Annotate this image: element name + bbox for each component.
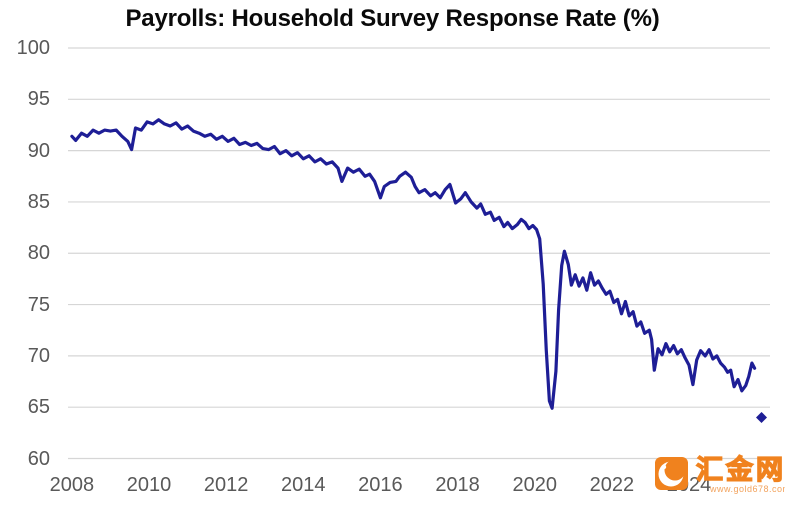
x-axis-tick-label: 2022 — [589, 474, 635, 496]
x-axis-tick-label: 2018 — [435, 474, 480, 496]
y-axis-tick-label: 85 — [27, 190, 50, 213]
watermark: 汇金网 www.gold678.com — [655, 455, 785, 494]
x-axis-tick-label: 2012 — [203, 474, 249, 496]
gridlines — [68, 47, 770, 460]
y-axis-tick-label: 75 — [27, 293, 50, 316]
huijin-logo-icon — [655, 457, 688, 490]
watermark-brand: 汇金网 — [695, 455, 785, 485]
latest-point-diamond-marker — [756, 411, 768, 423]
y-axis-tick-label: 65 — [27, 396, 50, 419]
response-rate-line — [70, 118, 757, 410]
x-axis-tick-label: 2010 — [126, 474, 172, 496]
watermark-text: 汇金网 www.gold678.com — [695, 455, 785, 494]
y-axis-tick-label: 60 — [27, 447, 50, 470]
y-axis-tick-label: 95 — [27, 88, 50, 111]
y-axis-tick-label: 90 — [27, 139, 50, 162]
watermark-url: www.gold678.com — [710, 484, 785, 494]
x-axis-tick-label: 2016 — [358, 474, 403, 496]
x-axis-tick-label: 2014 — [281, 474, 326, 496]
y-axis-tick-label: 80 — [27, 242, 50, 265]
chart-title: Payrolls: Household Survey Response Rate… — [125, 5, 660, 32]
x-axis-tick-label: 2020 — [512, 474, 557, 496]
y-axis-tick-label: 70 — [27, 344, 50, 367]
x-axis-tick-label: 2008 — [49, 474, 95, 496]
y-axis-tick-label: 100 — [16, 37, 50, 59]
